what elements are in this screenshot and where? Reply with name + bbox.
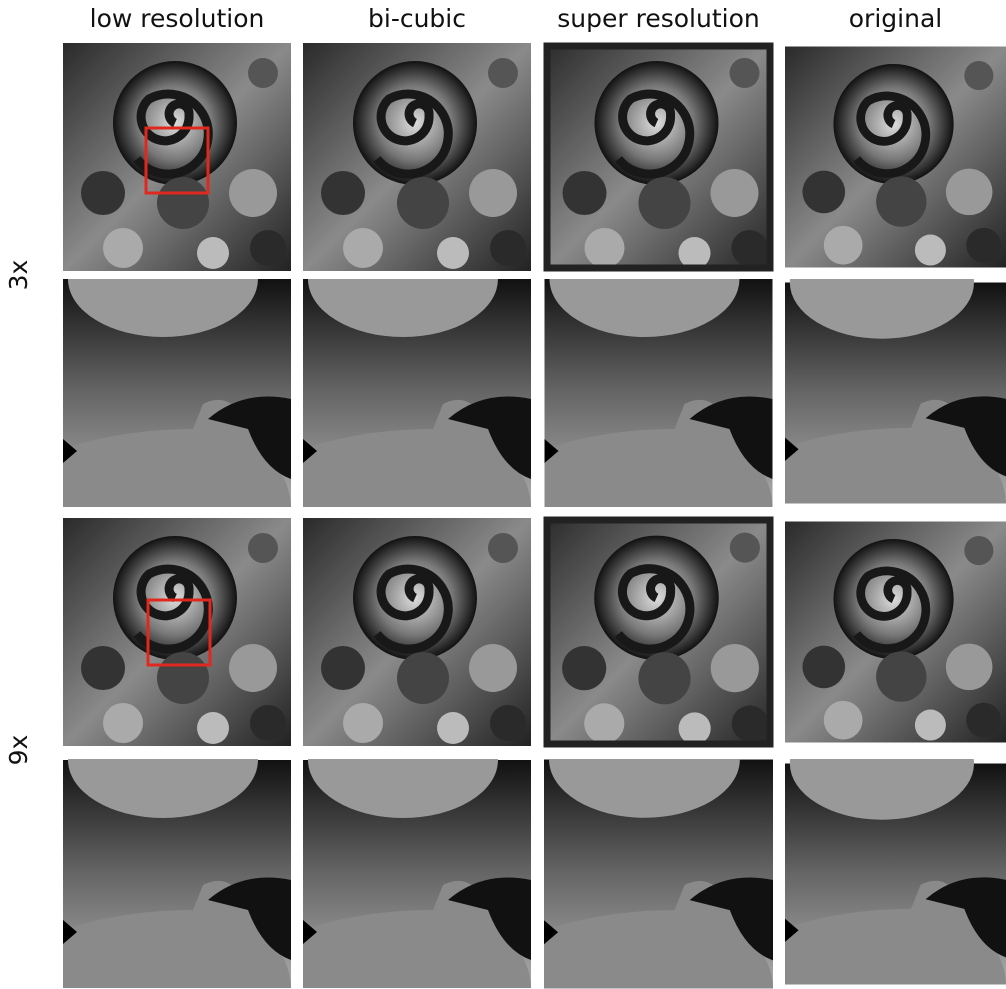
zoom-tile [785, 707, 1006, 984]
image-tile [785, 522, 1006, 743]
column-header: original [849, 4, 942, 33]
image-tile [544, 518, 773, 747]
row-label: 3x [4, 260, 33, 291]
column-header: super resolution [557, 4, 759, 33]
zoom-tile [785, 226, 1006, 503]
image-tile [63, 43, 291, 271]
image-grid [63, 43, 1006, 989]
column-header: bi-cubic [368, 4, 466, 33]
image-tile [545, 43, 773, 271]
figure: low resolution bi-cubic super resolution or… [0, 0, 1006, 989]
image-tile [303, 43, 531, 271]
image-tile [785, 47, 1006, 268]
page: low resolution bi-cubic super resolution or… [0, 0, 1006, 989]
image-tile [303, 518, 531, 746]
row-label: 9x [4, 735, 33, 766]
column-header: low resolution [90, 4, 265, 33]
image-tile [63, 518, 291, 746]
